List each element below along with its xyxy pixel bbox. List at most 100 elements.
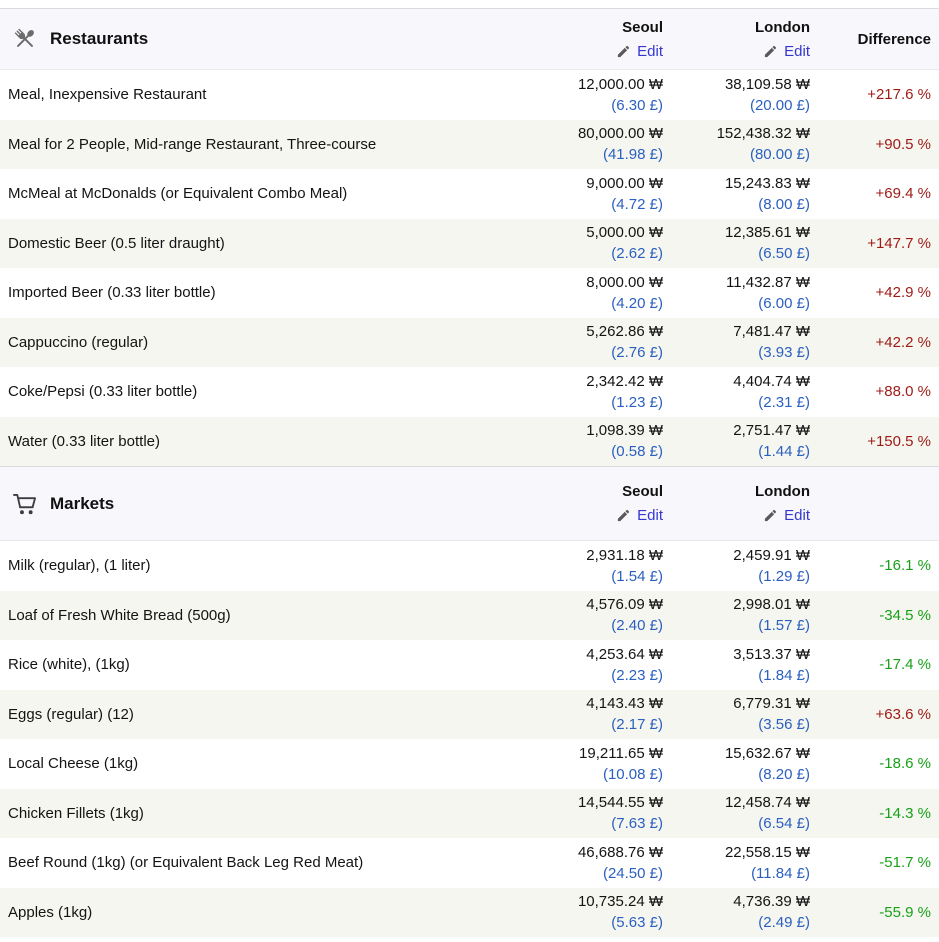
table-row: Domestic Beer (0.5 liter draught) 5,000.… — [0, 218, 939, 268]
city1-price-krw: 4,253.64 ₩ — [586, 645, 663, 663]
city2-price-krw: 2,751.47 ₩ — [733, 422, 810, 440]
difference-value: -51.7 % — [879, 854, 931, 872]
city1-price-cell: 4,143.43 ₩ (2.17 £) — [503, 693, 663, 735]
price-section: Restaurants Seoul Edit London — [0, 8, 939, 466]
city1-price-cell: 5,000.00 ₩ (2.62 £) — [503, 222, 663, 264]
city1-header: Seoul Edit — [503, 19, 663, 60]
city1-header: Seoul Edit — [503, 483, 663, 524]
city1-price-krw: 19,211.65 ₩ — [579, 744, 663, 762]
city1-edit-link[interactable]: Edit — [616, 43, 663, 60]
city2-price-gbp: (1.57 £) — [758, 617, 810, 635]
city1-price-krw: 4,576.09 ₩ — [586, 596, 663, 614]
difference-value: +90.5 % — [875, 135, 931, 153]
city2-price-krw: 2,998.01 ₩ — [733, 596, 810, 614]
city2-price-cell: 2,998.01 ₩ (1.57 £) — [663, 594, 810, 636]
difference-value: -18.6 % — [879, 755, 931, 773]
city1-price-gbp: (10.08 £) — [602, 765, 663, 783]
city1-price-cell: 80,000.00 ₩ (41.98 £) — [503, 123, 663, 165]
city1-price-cell: 4,576.09 ₩ (2.40 £) — [503, 594, 663, 636]
pencil-icon — [616, 508, 631, 523]
city2-price-krw: 22,558.15 ₩ — [724, 843, 810, 861]
city2-price-krw: 152,438.32 ₩ — [716, 125, 810, 143]
city1-price-gbp: (4.72 £) — [611, 195, 663, 213]
utensils-icon — [12, 26, 38, 52]
item-name: Loaf of Fresh White Bread (500g) — [8, 606, 231, 624]
table-row: Water (0.33 liter bottle) 1,098.39 ₩ (0.… — [0, 416, 939, 466]
city2-price-krw: 3,513.37 ₩ — [733, 645, 810, 663]
city2-name: London — [755, 18, 810, 36]
city1-price-gbp: (1.23 £) — [611, 393, 663, 411]
item-name: Chicken Fillets (1kg) — [8, 804, 144, 822]
difference-header: Difference — [857, 30, 931, 48]
difference-value: -34.5 % — [879, 606, 931, 624]
table-row: Coke/Pepsi (0.33 liter bottle) 2,342.42 … — [0, 367, 939, 417]
city1-price-gbp: (2.40 £) — [611, 617, 663, 635]
city1-price-cell: 8,000.00 ₩ (4.20 £) — [503, 272, 663, 314]
city2-name: London — [755, 483, 810, 500]
city1-price-gbp: (7.63 £) — [611, 815, 663, 833]
section-rows: Meal, Inexpensive Restaurant 12,000.00 ₩… — [0, 70, 939, 466]
section-header: Markets Seoul Edit London — [0, 466, 939, 541]
item-name: Milk (regular), (1 liter) — [8, 557, 151, 575]
city1-price-krw: 5,000.00 ₩ — [586, 224, 663, 242]
city2-price-krw: 11,432.87 ₩ — [726, 273, 810, 291]
city2-header: London Edit — [663, 483, 810, 524]
city2-header: London Edit — [663, 19, 810, 60]
city1-price-krw: 2,342.42 ₩ — [586, 372, 663, 390]
table-row: McMeal at McDonalds (or Equivalent Combo… — [0, 169, 939, 219]
city1-edit-link[interactable]: Edit — [616, 507, 663, 524]
city1-price-gbp: (24.50 £) — [602, 864, 663, 882]
cart-icon — [12, 491, 38, 517]
city1-price-gbp: (41.98 £) — [602, 146, 663, 164]
city1-price-cell: 14,544.55 ₩ (7.63 £) — [503, 792, 663, 834]
city2-price-krw: 7,481.47 ₩ — [733, 323, 810, 341]
city2-price-cell: 22,558.15 ₩ (11.84 £) — [663, 842, 810, 884]
city2-price-gbp: (20.00 £) — [749, 96, 810, 114]
difference-value: +150.5 % — [867, 432, 931, 450]
item-name: Imported Beer (0.33 liter bottle) — [8, 284, 216, 302]
city2-price-cell: 4,736.39 ₩ (2.49 £) — [663, 891, 810, 933]
section-header: Restaurants Seoul Edit London — [0, 8, 939, 70]
city2-price-cell: 7,481.47 ₩ (3.93 £) — [663, 321, 810, 363]
city1-price-cell: 9,000.00 ₩ (4.72 £) — [503, 173, 663, 215]
city2-edit-link[interactable]: Edit — [763, 507, 810, 524]
difference-value: -17.4 % — [879, 656, 931, 674]
city2-price-gbp: (3.93 £) — [758, 344, 810, 362]
city1-price-cell: 2,931.18 ₩ (1.54 £) — [503, 545, 663, 587]
city1-price-gbp: (5.63 £) — [611, 914, 663, 932]
city2-price-krw: 15,632.67 ₩ — [724, 744, 810, 762]
section-title: Restaurants — [50, 29, 149, 48]
city1-price-krw: 5,262.86 ₩ — [586, 323, 663, 341]
city1-price-krw: 10,735.24 ₩ — [577, 893, 663, 911]
item-name: Coke/Pepsi (0.33 liter bottle) — [8, 383, 198, 401]
difference-value: +42.2 % — [875, 333, 931, 351]
item-name: Cappuccino (regular) — [8, 333, 149, 351]
table-row: Apples (1kg) 10,735.24 ₩ (5.63 £) 4,736.… — [0, 887, 939, 937]
city2-price-gbp: (11.84 £) — [751, 864, 810, 882]
table-row: Meal, Inexpensive Restaurant 12,000.00 ₩… — [0, 70, 939, 120]
city2-edit-link[interactable]: Edit — [763, 43, 810, 60]
section-title-cell: Restaurants — [0, 26, 503, 52]
city1-price-cell: 2,342.42 ₩ (1.23 £) — [503, 371, 663, 413]
city2-price-krw: 4,404.74 ₩ — [733, 372, 810, 390]
city1-price-cell: 5,262.86 ₩ (2.76 £) — [503, 321, 663, 363]
city1-price-krw: 14,544.55 ₩ — [577, 794, 663, 812]
table-row: Local Cheese (1kg) 19,211.65 ₩ (10.08 £)… — [0, 739, 939, 789]
item-name: Rice (white), (1kg) — [8, 656, 130, 674]
city1-price-gbp: (2.17 £) — [611, 716, 663, 734]
item-name: Meal, Inexpensive Restaurant — [8, 86, 207, 104]
city1-price-gbp: (4.20 £) — [611, 294, 663, 312]
difference-value: +217.6 % — [867, 86, 931, 104]
city2-price-cell: 152,438.32 ₩ (80.00 £) — [663, 123, 810, 165]
difference-value: +63.6 % — [875, 705, 931, 723]
city1-price-gbp: (6.30 £) — [611, 96, 663, 114]
item-name: Domestic Beer (0.5 liter draught) — [8, 234, 225, 252]
table-row: Rice (white), (1kg) 4,253.64 ₩ (2.23 £) … — [0, 640, 939, 690]
city2-price-gbp: (1.84 £) — [758, 666, 810, 684]
city2-price-cell: 6,779.31 ₩ (3.56 £) — [663, 693, 810, 735]
city1-price-cell: 4,253.64 ₩ (2.23 £) — [503, 644, 663, 686]
city2-price-cell: 15,243.83 ₩ (8.00 £) — [663, 173, 810, 215]
city1-price-krw: 1,098.39 ₩ — [586, 422, 663, 440]
difference-value: -55.9 % — [879, 903, 931, 921]
city2-price-cell: 4,404.74 ₩ (2.31 £) — [663, 371, 810, 413]
